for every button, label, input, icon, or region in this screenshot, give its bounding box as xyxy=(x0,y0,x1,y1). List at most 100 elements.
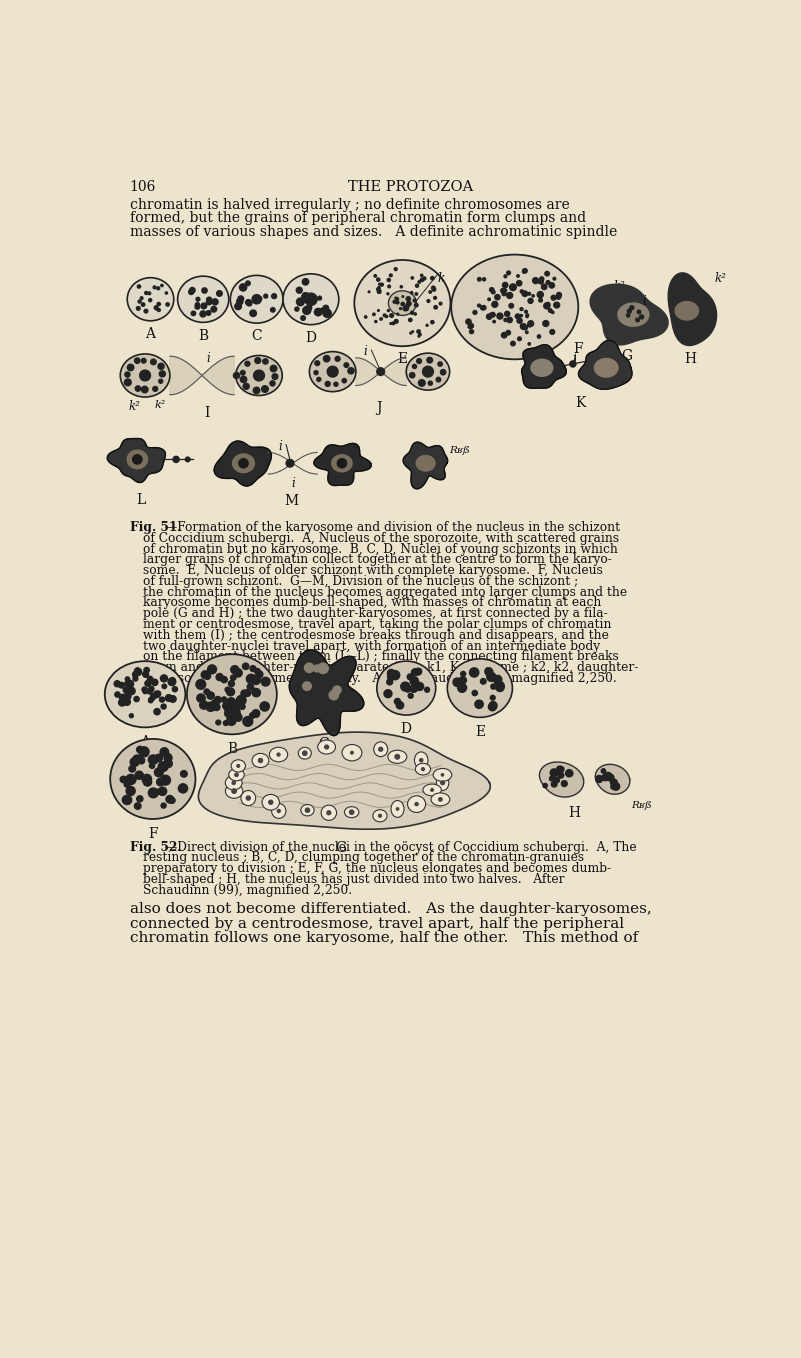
Circle shape xyxy=(221,697,227,702)
Circle shape xyxy=(400,308,401,310)
Circle shape xyxy=(155,754,163,762)
Circle shape xyxy=(216,674,223,680)
Circle shape xyxy=(520,315,522,316)
Ellipse shape xyxy=(344,807,359,818)
Circle shape xyxy=(159,788,167,796)
Circle shape xyxy=(130,758,139,766)
Text: on the filament between them (J—L) ; finally the connecting filament breaks: on the filament between them (J—L) ; fin… xyxy=(143,650,618,663)
Circle shape xyxy=(234,668,242,678)
Circle shape xyxy=(235,773,238,777)
Circle shape xyxy=(473,311,477,314)
Circle shape xyxy=(351,751,353,754)
Circle shape xyxy=(429,291,432,293)
Circle shape xyxy=(472,690,477,695)
Circle shape xyxy=(136,307,140,310)
Circle shape xyxy=(469,668,479,678)
Circle shape xyxy=(409,372,415,378)
Circle shape xyxy=(135,386,141,391)
Circle shape xyxy=(439,797,442,801)
Circle shape xyxy=(119,699,126,706)
Circle shape xyxy=(135,359,140,364)
Circle shape xyxy=(135,803,141,809)
Circle shape xyxy=(173,456,179,463)
Circle shape xyxy=(532,295,534,297)
Circle shape xyxy=(421,278,424,281)
Polygon shape xyxy=(578,341,632,390)
Circle shape xyxy=(155,306,158,310)
Circle shape xyxy=(153,387,158,391)
Circle shape xyxy=(380,318,382,320)
Ellipse shape xyxy=(120,354,170,397)
Ellipse shape xyxy=(406,353,449,390)
Circle shape xyxy=(453,678,461,686)
Circle shape xyxy=(125,676,130,682)
Circle shape xyxy=(481,679,486,684)
Text: E: E xyxy=(397,352,408,365)
Circle shape xyxy=(244,690,251,697)
Circle shape xyxy=(138,300,141,303)
Circle shape xyxy=(169,797,175,804)
Circle shape xyxy=(201,671,209,679)
Circle shape xyxy=(225,687,230,693)
Ellipse shape xyxy=(354,259,450,346)
Polygon shape xyxy=(595,765,630,794)
Circle shape xyxy=(419,333,421,335)
Circle shape xyxy=(401,303,405,306)
Circle shape xyxy=(387,293,389,295)
Circle shape xyxy=(158,364,164,369)
Text: Schaudinn (99), magnified 2,250.: Schaudinn (99), magnified 2,250. xyxy=(143,884,352,896)
Circle shape xyxy=(414,312,417,315)
Ellipse shape xyxy=(388,291,417,315)
Circle shape xyxy=(253,387,260,394)
Text: masses of various shapes and sizes.   A definite achromatinic spindle: masses of various shapes and sizes. A de… xyxy=(130,224,617,239)
Circle shape xyxy=(179,784,187,793)
Circle shape xyxy=(504,274,507,278)
Circle shape xyxy=(403,307,408,311)
Circle shape xyxy=(157,287,159,289)
Circle shape xyxy=(410,684,417,693)
Circle shape xyxy=(151,697,155,701)
Circle shape xyxy=(324,356,330,361)
Circle shape xyxy=(559,767,564,771)
Circle shape xyxy=(142,774,151,784)
Circle shape xyxy=(164,754,172,762)
Circle shape xyxy=(150,763,155,769)
Circle shape xyxy=(459,687,464,691)
Circle shape xyxy=(344,363,348,368)
Circle shape xyxy=(168,678,175,686)
Circle shape xyxy=(596,775,602,782)
Circle shape xyxy=(405,307,409,311)
Circle shape xyxy=(211,307,217,312)
Circle shape xyxy=(170,695,176,702)
Circle shape xyxy=(415,668,422,675)
Text: with them (I) ; the centrodesmose breaks through and disappears, and the: with them (I) ; the centrodesmose breaks… xyxy=(143,629,609,642)
Ellipse shape xyxy=(416,455,436,471)
Text: bell-shaped ; H, the nucleus has just divided into two halves.   After: bell-shaped ; H, the nucleus has just di… xyxy=(143,873,564,885)
Circle shape xyxy=(521,323,526,330)
Text: C: C xyxy=(252,329,262,344)
Ellipse shape xyxy=(225,784,243,799)
Circle shape xyxy=(223,721,228,725)
Circle shape xyxy=(189,289,194,295)
Circle shape xyxy=(554,777,559,782)
Text: F: F xyxy=(148,827,158,841)
Text: B: B xyxy=(198,329,208,342)
Circle shape xyxy=(166,796,174,803)
Circle shape xyxy=(557,292,562,297)
Text: 106: 106 xyxy=(130,179,156,194)
Circle shape xyxy=(416,683,424,690)
Circle shape xyxy=(140,297,143,300)
Circle shape xyxy=(154,709,160,714)
Circle shape xyxy=(490,312,493,316)
Circle shape xyxy=(144,310,148,312)
Circle shape xyxy=(407,304,409,307)
Circle shape xyxy=(528,299,533,303)
Circle shape xyxy=(383,314,386,316)
Circle shape xyxy=(207,297,211,303)
Circle shape xyxy=(142,687,147,693)
Text: i: i xyxy=(573,352,577,365)
Text: —Direct division of the nuclei in the oöcyst of Coccidium schubergi.  A, The: —Direct division of the nuclei in the oö… xyxy=(165,841,637,854)
Circle shape xyxy=(378,287,380,289)
Circle shape xyxy=(314,371,318,375)
Text: i: i xyxy=(292,477,296,490)
